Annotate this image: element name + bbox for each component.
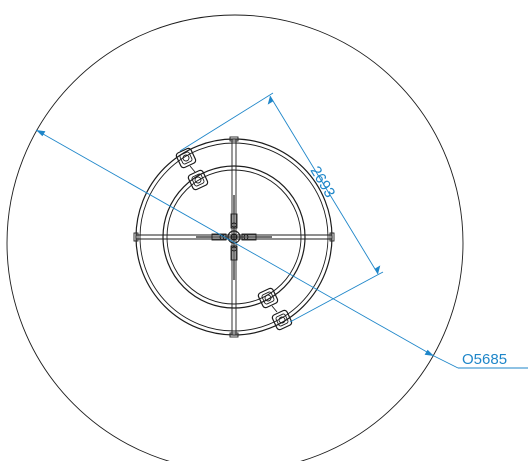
dimension-line-2693 (269, 95, 379, 275)
extension-line-upper (179, 92, 274, 152)
seat-upper-left (175, 147, 197, 169)
seat-upper-left-2 (187, 169, 209, 191)
platform-outer-ring-inner-edge (139, 142, 329, 332)
dimension-2693: 2693 (179, 92, 384, 323)
diameter-line (35, 129, 435, 357)
outer-footprint-circle (6, 14, 464, 461)
extension-line-lower (289, 271, 384, 323)
arrowhead-lower (374, 265, 381, 274)
dimension-label-diameter: O5685 (462, 351, 507, 368)
leader-line (433, 355, 459, 369)
arrowhead-upper (267, 96, 274, 105)
dimension-diameter: O5685 (35, 129, 528, 369)
central-hub (196, 195, 272, 280)
arrowhead-diameter-right (424, 349, 434, 356)
arrowhead-diameter-left (36, 130, 46, 137)
seat-lower-right (257, 287, 279, 309)
platform-inner-ring (162, 165, 306, 309)
seat-lower-right-2 (271, 309, 293, 331)
platform-outer-ring (135, 138, 333, 336)
dimension-label-2693: 2693 (307, 163, 339, 200)
platform-inner-ring-inner-edge (166, 169, 302, 305)
